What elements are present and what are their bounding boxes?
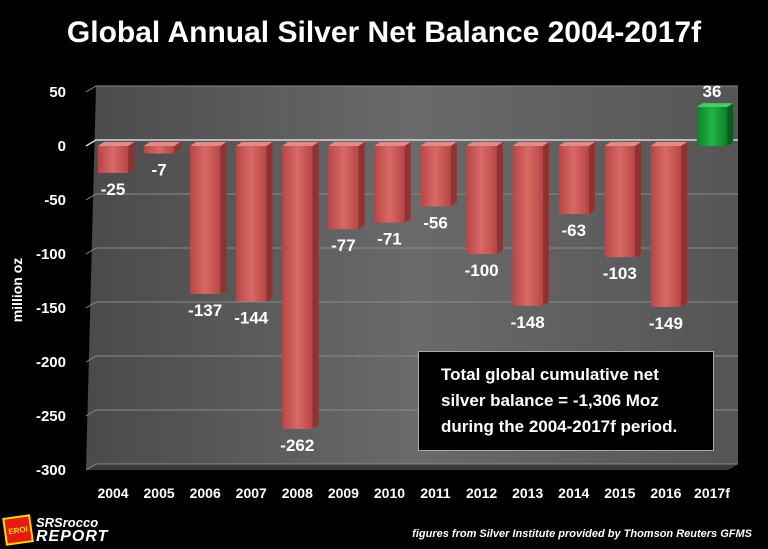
- bar-top: [420, 142, 457, 146]
- bar-side: [542, 142, 549, 306]
- plot-floor: [86, 464, 738, 470]
- bar-top: [328, 142, 365, 146]
- x-tick-label: 2015: [604, 485, 635, 501]
- data-label: -144: [234, 309, 269, 328]
- bar-side: [496, 142, 503, 254]
- bar-top: [236, 142, 273, 146]
- bar-top: [512, 142, 549, 146]
- x-tick-label: 2004: [97, 485, 128, 501]
- gridline: [85, 463, 738, 471]
- data-label: -262: [280, 436, 314, 455]
- y-tick-label: -150: [36, 300, 66, 317]
- bar-side: [450, 142, 457, 207]
- bar-side: [588, 142, 595, 215]
- bar-top: [282, 142, 319, 146]
- eroi-badge-icon: EROI: [2, 514, 34, 546]
- annotation-line-3: during the 2004-2017f period.: [441, 417, 678, 436]
- bar-top: [604, 142, 642, 146]
- x-tick-label: 2011: [420, 485, 451, 501]
- x-tick-label: 2016: [650, 485, 681, 501]
- bar: [282, 146, 313, 429]
- y-axis-label: million oz: [9, 258, 25, 323]
- bar: [328, 146, 359, 230]
- x-tick-label: 2008: [282, 485, 313, 501]
- data-label: -103: [603, 264, 637, 283]
- bars: [97, 103, 734, 429]
- data-label: -148: [511, 313, 545, 332]
- y-tick-label: -50: [44, 192, 66, 209]
- bar-top: [650, 142, 688, 146]
- data-label: -56: [423, 213, 448, 232]
- data-labels: -25 -7 -137 -144 -262 -77 -71 -56 -100 -148 -63 -10…: [101, 82, 722, 455]
- bar: [420, 146, 451, 207]
- bar: [143, 146, 175, 154]
- data-label: -7: [152, 161, 167, 180]
- data-label: -137: [188, 301, 222, 320]
- y-tick-label: 0: [58, 138, 66, 155]
- bar-top: [374, 142, 411, 146]
- annotation-box: Total global cumulative net silver balan…: [418, 351, 714, 451]
- bar-side: [404, 142, 411, 223]
- bar: [696, 107, 728, 146]
- x-tick-label: 2006: [190, 485, 221, 501]
- data-label: 36: [703, 82, 722, 101]
- y-tick-label: 50: [49, 84, 66, 101]
- gridline: [85, 139, 738, 147]
- bar-top: [696, 103, 734, 108]
- annotation-line-2: silver balance = -1,306 Moz: [441, 391, 659, 410]
- bar-side: [681, 142, 688, 307]
- x-tick-label: 2009: [328, 485, 359, 501]
- y-tick-label: -100: [36, 246, 66, 263]
- y-tick-label: -300: [36, 462, 66, 479]
- bar: [236, 146, 267, 302]
- x-tick-label: 2005: [144, 485, 175, 501]
- logo-line-2: REPORT: [36, 528, 109, 545]
- gridline: [85, 85, 738, 93]
- bar: [604, 146, 636, 258]
- x-tick-label: 2017f: [694, 485, 730, 501]
- y-tick-label: -250: [36, 408, 66, 425]
- bar: [650, 146, 682, 307]
- bar-top: [97, 142, 135, 146]
- bar: [374, 146, 405, 223]
- bar-side: [266, 142, 273, 302]
- x-tick-label: 2012: [466, 485, 497, 501]
- x-tick-label: 2010: [374, 485, 405, 501]
- bar: [558, 146, 589, 215]
- bar-top: [466, 142, 503, 146]
- logo-line-1: SRSrocco: [36, 515, 99, 530]
- chart-title: Global Annual Silver Net Balance 2004-20…: [66, 16, 702, 49]
- bar-side: [358, 142, 365, 230]
- data-label: -63: [561, 221, 586, 240]
- bar: [466, 146, 497, 254]
- bar-side: [220, 142, 227, 294]
- bar-top: [189, 142, 227, 146]
- x-tick-label: 2014: [558, 485, 589, 501]
- bar-side: [128, 142, 135, 173]
- bar: [512, 146, 543, 306]
- annotation-line-1: Total global cumulative net: [441, 365, 659, 384]
- bar-side: [635, 142, 642, 258]
- bar-side: [727, 103, 734, 146]
- bar: [97, 146, 129, 173]
- y-tick-label: -200: [36, 354, 66, 371]
- bar: [189, 146, 221, 294]
- x-tick-label: 2013: [512, 485, 543, 501]
- y-axis-ticks: 50 0 -50 -100 -150 -200 -250 -300: [36, 84, 66, 479]
- srsrocco-logo: EROI SRSrocco REPORT: [2, 514, 132, 546]
- bar-top: [143, 142, 181, 146]
- bar-side: [312, 142, 319, 429]
- data-label: -100: [465, 261, 499, 280]
- data-label: -77: [331, 236, 356, 255]
- data-label: -25: [101, 180, 126, 199]
- x-tick-label: 2007: [236, 485, 267, 501]
- bar-top: [558, 142, 595, 146]
- source-note: figures from Silver Institute provided b…: [412, 528, 752, 540]
- bar-side: [174, 142, 181, 154]
- data-label: -71: [377, 230, 402, 249]
- data-label: -149: [649, 314, 683, 333]
- x-axis-ticks: 2004 2005 2006 2007 2008 2009 2010 2011 2012 2013…: [97, 485, 730, 501]
